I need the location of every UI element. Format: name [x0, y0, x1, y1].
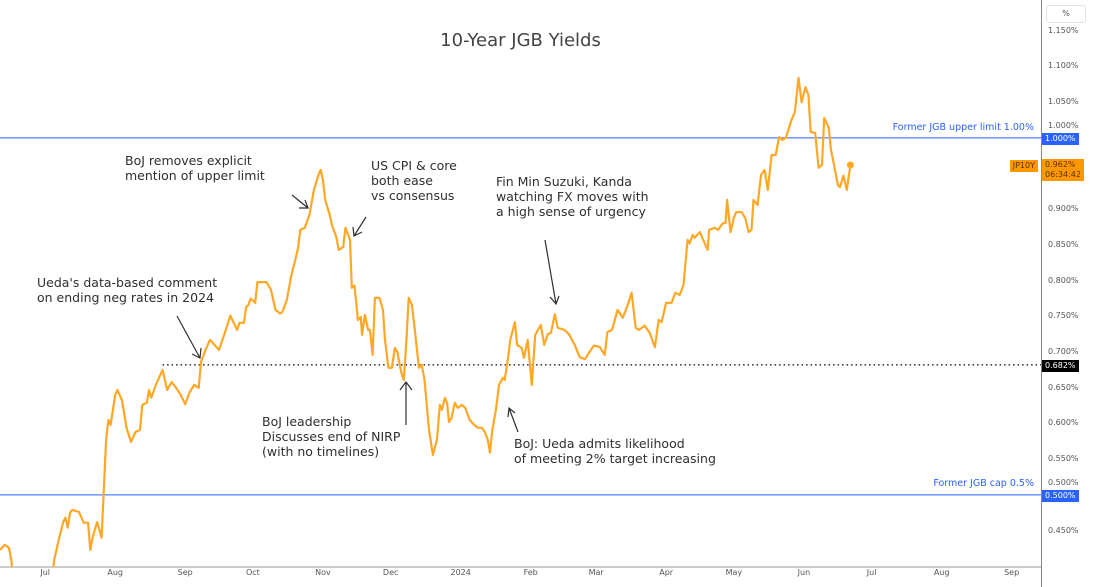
bar-countdown: 06:34:42 — [1045, 170, 1081, 179]
last-price: 0.962% — [1045, 160, 1076, 169]
series-line-jp10y[interactable] — [0, 76, 852, 581]
annotation-boj-removes-limit: BoJ removes explicit mention of upper li… — [125, 153, 265, 183]
y-tick-label: 1.150% — [1048, 25, 1079, 35]
x-tick-label: Jul — [866, 568, 877, 577]
y-tick-label: 1.000% — [1048, 120, 1079, 130]
x-tick-label: Feb — [523, 568, 538, 577]
y-tick-label: 0.750% — [1048, 311, 1079, 321]
chart-title: 10-Year JGB Yields — [440, 30, 601, 51]
x-tick-label: Apr — [659, 568, 674, 577]
y-tick-label: 0.700% — [1048, 347, 1079, 357]
x-tick-label: Jul — [40, 568, 50, 577]
y-tick-label: 0.600% — [1048, 418, 1079, 428]
price-axis[interactable] — [1041, 0, 1094, 587]
axis-unit[interactable]: % — [1046, 5, 1086, 23]
y-tick-label: 1.100% — [1048, 61, 1079, 71]
annotation-ueda-comment: Ueda's data-based comment on ending neg … — [37, 275, 218, 305]
x-tick-label: Sep — [177, 568, 193, 577]
y-tick-label: 1.050% — [1048, 97, 1079, 107]
last-point-marker — [846, 161, 854, 169]
tag-cap: 0.500% — [1042, 490, 1079, 502]
x-tick-label: Aug — [933, 568, 950, 577]
y-tick-label: 0.500% — [1048, 477, 1079, 487]
annotation-ueda-target: BoJ: Ueda admits likelihood of meeting 2… — [514, 436, 716, 466]
tag-dotted-level: 0.682% — [1042, 360, 1079, 372]
x-tick-label: Aug — [107, 568, 123, 577]
arrow-leadership — [399, 381, 413, 425]
arrow-ueda — [176, 315, 202, 359]
last-price-tag: 0.962% 06:34:42 — [1042, 159, 1084, 181]
tag-upper-limit: 1.000% — [1042, 133, 1079, 145]
x-tick-label: Dec — [382, 568, 399, 577]
x-tick-label: Nov — [315, 568, 331, 577]
arrow-target — [507, 406, 519, 433]
y-tick-label: 0.550% — [1048, 454, 1079, 464]
y-tick-label: 0.650% — [1048, 382, 1079, 392]
arrow-cpi — [352, 216, 367, 237]
annotation-fin-min: Fin Min Suzuki, Kanda watching FX moves … — [496, 174, 649, 219]
annotation-boj-leadership: BoJ leadership Discusses end of NIRP (wi… — [262, 414, 401, 459]
level-label-upper-limit: Former JGB upper limit 1.00% — [892, 122, 1034, 133]
x-tick-label: Oct — [245, 568, 260, 577]
arrow-finmin — [544, 239, 560, 306]
annotation-us-cpi: US CPI & core both ease vs consensus — [371, 158, 457, 203]
x-tick-label: Jun — [797, 568, 811, 577]
x-tick-label: Sep — [1004, 568, 1020, 577]
x-tick-label: 2024 — [450, 568, 471, 577]
y-tick-label: 0.450% — [1048, 525, 1079, 535]
level-label-cap: Former JGB cap 0.5% — [933, 478, 1034, 489]
y-tick-label: 0.800% — [1048, 275, 1079, 285]
y-tick-label: 0.850% — [1048, 239, 1079, 249]
arrow-removes — [291, 194, 309, 209]
y-tick-label: 0.900% — [1048, 204, 1079, 214]
x-tick-label: May — [725, 568, 743, 577]
x-tick-label: Mar — [588, 568, 604, 577]
symbol-tag: JP10Y — [1009, 160, 1038, 172]
